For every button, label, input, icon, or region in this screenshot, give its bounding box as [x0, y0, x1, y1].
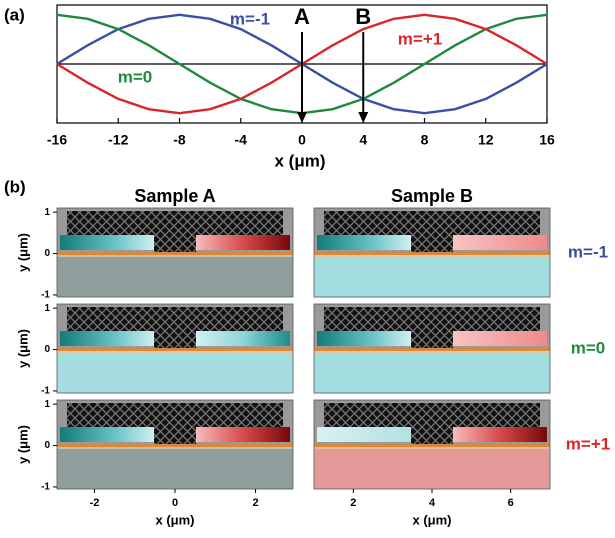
- left-slab: [60, 235, 154, 250]
- x-tick-label: -2: [90, 497, 100, 509]
- annotation-label: B: [355, 4, 371, 29]
- y-tick-label: -1: [41, 482, 50, 493]
- map-frame: [313, 303, 551, 394]
- y-axis-label: y (μm): [15, 233, 30, 272]
- pattern-block: [67, 211, 283, 235]
- field-map: [56, 303, 294, 394]
- series-label: m=+1: [398, 29, 442, 48]
- x-tick-label: 8: [421, 132, 429, 148]
- right-slab: [453, 331, 547, 346]
- right-slab: [196, 427, 290, 442]
- field-map: [313, 303, 551, 394]
- left-slab: [317, 235, 411, 250]
- left-slab: [317, 331, 411, 346]
- series-label: m=0: [118, 67, 153, 86]
- y-axis-label: y (μm): [15, 425, 30, 464]
- interface-glow: [314, 447, 550, 450]
- interface-glow: [314, 255, 550, 258]
- panel-label: (b): [4, 177, 26, 196]
- x-tick-label: 12: [478, 132, 494, 148]
- row-label: m=+1: [566, 434, 610, 453]
- interface-glow: [57, 255, 293, 258]
- field-map: [56, 207, 294, 298]
- x-tick-label: 0: [172, 497, 178, 509]
- annotation-label: A: [294, 4, 310, 29]
- interface-glow: [57, 351, 293, 354]
- y-tick-label: 0: [44, 344, 50, 355]
- x-tick-label: 2: [252, 497, 258, 509]
- x-tick-label: -4: [235, 132, 248, 148]
- interface-layer: [314, 252, 550, 256]
- panel-title: Sample A: [134, 186, 215, 206]
- left-slab: [317, 427, 411, 442]
- interface-layer: [314, 348, 550, 352]
- pattern-block: [67, 403, 283, 427]
- y-tick-label: 0: [44, 248, 50, 259]
- field-map: [313, 399, 551, 490]
- panel-title: Sample B: [391, 186, 473, 206]
- interface-layer: [57, 444, 293, 448]
- trench: [411, 330, 453, 350]
- lower-region: [314, 445, 550, 489]
- interface-glow: [57, 447, 293, 450]
- right-slab: [453, 235, 547, 250]
- x-axis-label: x (μm): [412, 512, 451, 527]
- lower-region: [57, 445, 293, 489]
- map-frame: [56, 207, 294, 298]
- interface-layer: [57, 348, 293, 352]
- arrow-head: [297, 112, 307, 123]
- panel-label: (a): [4, 5, 25, 24]
- y-tick-label: -1: [41, 386, 50, 397]
- x-tick-label: -16: [47, 132, 67, 148]
- left-slab: [60, 331, 154, 346]
- map-frame: [56, 303, 294, 394]
- y-tick-label: 1: [44, 399, 50, 410]
- lower-region: [314, 253, 550, 297]
- right-slab: [453, 427, 547, 442]
- pattern-block: [67, 307, 283, 331]
- lower-region: [57, 349, 293, 393]
- series-label: m=-1: [230, 9, 270, 28]
- pattern-block: [324, 403, 540, 427]
- arrow-head: [358, 112, 369, 123]
- right-slab: [196, 331, 290, 346]
- x-tick-label: 2: [350, 497, 356, 509]
- lower-region: [57, 253, 293, 297]
- pattern-block: [324, 307, 540, 331]
- x-tick-label: 16: [539, 132, 555, 148]
- y-axis-label: y (μm): [15, 329, 30, 368]
- x-tick-label: -12: [108, 132, 128, 148]
- pattern-block: [324, 211, 540, 235]
- field-map: [56, 399, 294, 490]
- x-tick-label: 0: [298, 132, 306, 148]
- interface-layer: [57, 252, 293, 256]
- right-slab: [196, 235, 290, 250]
- map-frame: [313, 207, 551, 298]
- x-tick-label: 4: [429, 497, 436, 509]
- y-tick-label: 1: [44, 303, 50, 314]
- trench: [411, 426, 453, 446]
- y-tick-label: -1: [41, 290, 50, 301]
- interface-glow: [314, 351, 550, 354]
- lower-region: [314, 349, 550, 393]
- x-tick-label: 4: [359, 132, 367, 148]
- row-label: m=-1: [568, 242, 608, 261]
- trench: [154, 234, 196, 254]
- x-tick-label: -8: [173, 132, 186, 148]
- trench: [154, 426, 196, 446]
- field-map: [313, 207, 551, 298]
- row-label: m=0: [571, 338, 606, 357]
- trench: [154, 330, 196, 350]
- y-tick-label: 0: [44, 440, 50, 451]
- y-tick-label: 1: [44, 207, 50, 218]
- trench: [411, 234, 453, 254]
- x-axis-label: x (μm): [274, 151, 325, 170]
- left-slab: [60, 427, 154, 442]
- x-axis-label: x (μm): [155, 512, 194, 527]
- interface-layer: [314, 444, 550, 448]
- x-tick-label: 6: [508, 497, 514, 509]
